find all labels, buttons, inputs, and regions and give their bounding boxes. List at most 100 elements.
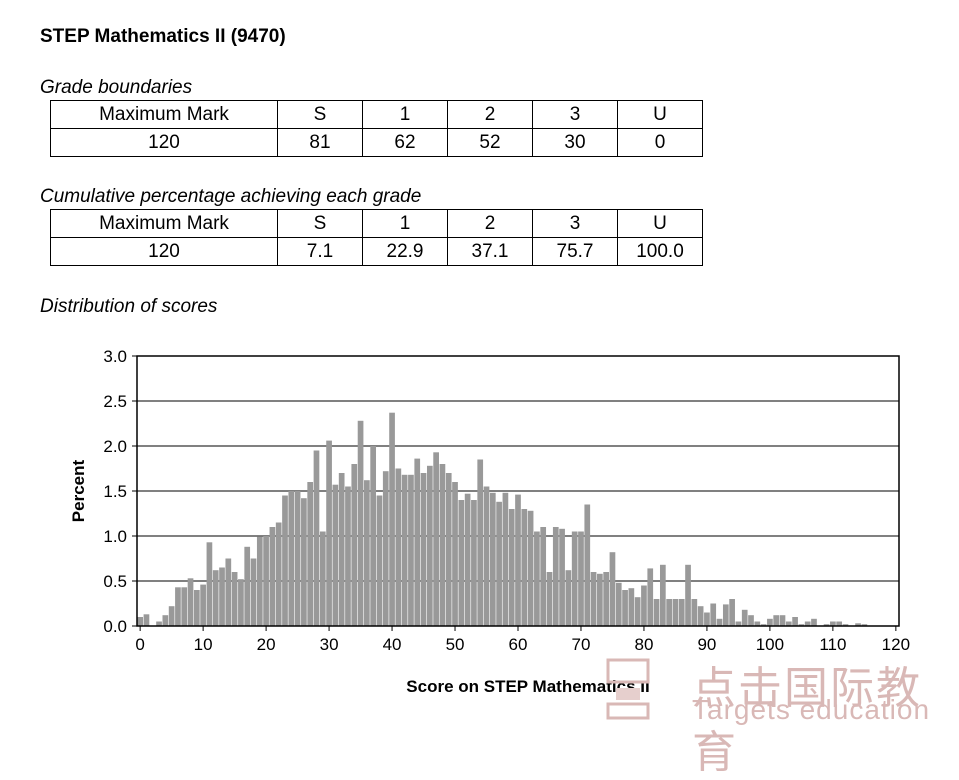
histogram-bar [792, 617, 798, 626]
x-tick-label: 40 [383, 635, 402, 654]
distribution-label: Distribution of scores [40, 296, 218, 317]
histogram-bar [785, 621, 792, 626]
histogram-bar [823, 624, 830, 626]
histogram-bar [464, 493, 471, 626]
histogram-bar [420, 473, 427, 626]
histogram-bar [288, 491, 295, 626]
histogram-bar [597, 573, 603, 626]
histogram-bar [565, 570, 572, 626]
table-header-cell: 2 [447, 209, 533, 238]
histogram-bar [231, 572, 238, 626]
x-axis-label: Score on STEP Mathematics II [406, 677, 649, 696]
histogram-bar [175, 587, 181, 626]
table-cell: 30 [532, 128, 618, 157]
table-header-cell: 1 [362, 100, 448, 129]
histogram-bar [534, 531, 540, 626]
histogram-bar [382, 471, 389, 626]
histogram-bar [710, 603, 717, 626]
histogram-bar [282, 495, 288, 626]
histogram-bar [861, 624, 868, 626]
x-tick-label: 10 [194, 635, 213, 654]
histogram-bar [156, 621, 162, 626]
histogram-bar [748, 615, 754, 626]
histogram-bar [200, 584, 206, 626]
x-tick-label: 70 [572, 635, 591, 654]
histogram-bar [754, 621, 761, 626]
y-tick-label: 1.5 [103, 482, 127, 501]
histogram-bar [370, 446, 377, 626]
x-tick-label: 90 [697, 635, 716, 654]
histogram-bar [521, 509, 528, 626]
histogram-bar [672, 599, 679, 626]
x-tick-label: 30 [320, 635, 339, 654]
histogram-bar [489, 492, 496, 626]
histogram-bar [634, 597, 641, 626]
histogram-bar [773, 615, 780, 626]
histogram-bar [263, 536, 269, 626]
histogram-bar [716, 618, 723, 626]
table-header-row: Maximum Mark S 1 2 3 U [50, 209, 703, 238]
histogram-bar [552, 527, 559, 626]
histogram-bar [137, 617, 143, 626]
grade-boundaries-table: Maximum Mark S 1 2 3 U 120 81 62 52 30 0 [50, 100, 703, 157]
table-cell: 120 [50, 237, 278, 266]
table-cell: 7.1 [277, 237, 363, 266]
table-cell: 100.0 [617, 237, 703, 266]
table-header-cell: Maximum Mark [50, 209, 278, 238]
histogram-bar [458, 500, 465, 626]
histogram-bar [830, 621, 836, 626]
table-header-cell: 1 [362, 209, 448, 238]
histogram-bar [345, 486, 351, 626]
watermark-english-text: Targets education [692, 694, 931, 725]
histogram-bar [704, 612, 710, 626]
histogram-bar [697, 606, 704, 626]
histogram-bar [256, 536, 263, 626]
histogram-bar [319, 531, 326, 626]
y-tick-label: 2.5 [103, 392, 127, 411]
histogram-bar [143, 614, 150, 626]
histogram-bar [502, 492, 509, 626]
histogram-bar [691, 599, 698, 626]
histogram-bar [401, 474, 408, 626]
x-tick-label: 20 [257, 635, 276, 654]
y-tick-label: 0.0 [103, 617, 127, 636]
x-tick-label: 100 [756, 635, 784, 654]
histogram-bar [741, 609, 748, 626]
histogram-bar [735, 621, 742, 626]
table-cell: 52 [447, 128, 533, 157]
x-tick-label: 110 [819, 635, 846, 654]
histogram-bar [313, 450, 320, 626]
histogram-bar [275, 522, 282, 626]
histogram-bar [395, 468, 402, 626]
histogram-bar [527, 510, 534, 626]
histogram-bar [181, 587, 188, 626]
histogram-bar [653, 599, 660, 626]
histogram-bar [515, 494, 521, 626]
table-cell: 81 [277, 128, 363, 157]
x-tick-label: 0 [135, 635, 144, 654]
histogram-bar [206, 542, 213, 626]
histogram-bar [376, 495, 383, 626]
histogram-bar [842, 624, 849, 626]
histogram-bar [452, 482, 458, 626]
histogram-bar [364, 480, 370, 626]
table-cell: 37.1 [447, 237, 533, 266]
x-tick-label: 50 [446, 635, 465, 654]
histogram-bar [250, 558, 257, 626]
histogram-bar [685, 564, 691, 626]
histogram-bar [641, 585, 647, 626]
grade-boundaries-label: Grade boundaries [40, 77, 193, 98]
histogram-bar [414, 458, 421, 626]
table-header-cell: Maximum Mark [50, 100, 278, 129]
table-header-cell: S [277, 100, 363, 129]
histogram-bar [559, 528, 565, 626]
histogram-bar [193, 590, 200, 626]
table-header-cell: 2 [447, 100, 533, 129]
table-cell: 0 [617, 128, 703, 157]
histogram-bar [836, 621, 843, 626]
cumulative-label: Cumulative percentage achieving each gra… [40, 186, 422, 207]
histogram-bar [647, 568, 654, 626]
table-header-cell: 3 [532, 100, 618, 129]
x-tick-label: 80 [634, 635, 653, 654]
histogram-bar [445, 473, 452, 626]
